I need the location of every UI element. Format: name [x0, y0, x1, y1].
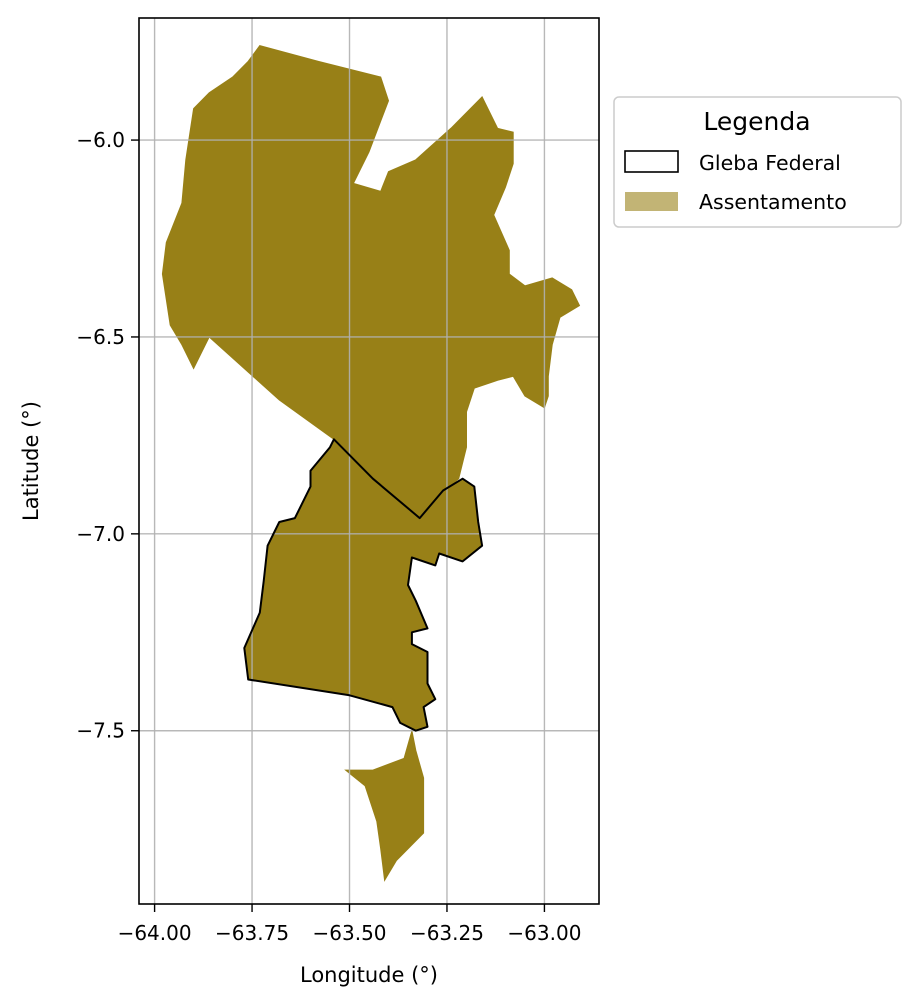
x-axis: −64.00 −63.75 −63.50 −63.25 −63.00	[118, 904, 581, 945]
assentamento-layer	[161, 45, 581, 882]
assentamento-polygon-2	[344, 730, 425, 882]
x-tick-label: −63.75	[215, 921, 289, 945]
gleba-federal-polygon-0	[243, 438, 484, 732]
y-tick-label: −6.0	[76, 128, 125, 152]
legend-swatch-assentamento	[625, 192, 678, 211]
x-axis-label: Longitude (°)	[300, 963, 438, 987]
x-tick-label: −63.25	[410, 921, 484, 945]
x-tick-label: −63.00	[507, 921, 581, 945]
legend-label-assentamento: Assentamento	[699, 190, 847, 214]
gridlines	[139, 18, 599, 904]
y-axis: −6.0 −6.5 −7.0 −7.5	[76, 128, 139, 743]
axes-frame	[138, 17, 600, 905]
legend: Legenda Gleba Federal Assentamento	[613, 96, 902, 228]
y-tick-label: −6.5	[76, 325, 125, 349]
plot-area	[138, 17, 600, 905]
legend-swatch-gleba-federal	[624, 150, 679, 173]
legend-title: Legenda	[703, 107, 810, 136]
x-tick-label: −64.00	[118, 921, 192, 945]
x-tick-label: −63.50	[313, 921, 387, 945]
y-tick-label: −7.0	[76, 522, 125, 546]
gleba-federal-layer	[243, 438, 484, 732]
legend-box	[613, 96, 902, 228]
legend-label-gleba-federal: Gleba Federal	[699, 151, 841, 175]
assentamento-polygon-0	[161, 45, 581, 519]
y-axis-label: Latitude (°)	[19, 401, 43, 521]
y-tick-label: −7.5	[76, 719, 125, 743]
